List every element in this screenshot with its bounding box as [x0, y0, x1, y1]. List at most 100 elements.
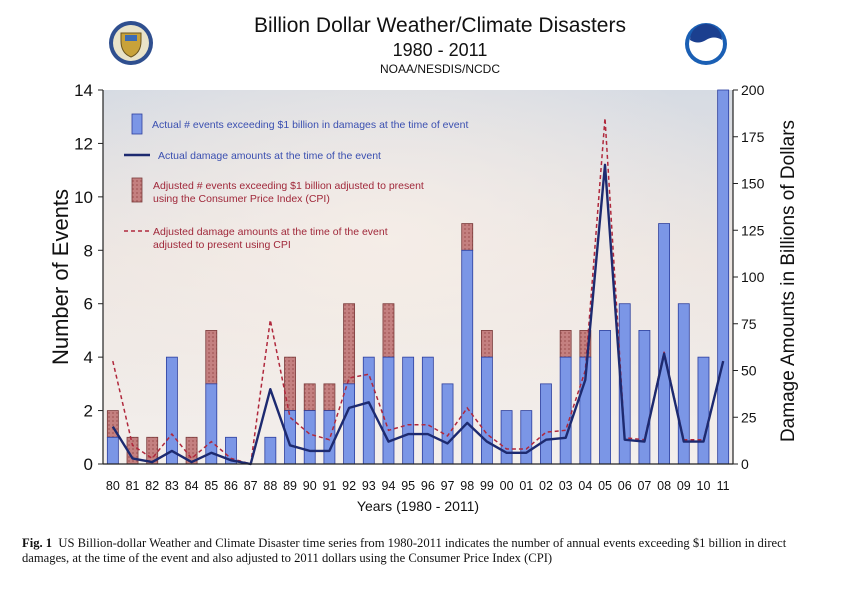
x-tick-label-87: 87 [244, 479, 258, 493]
actual-bar-96 [421, 356, 434, 465]
x-tick-label-88: 88 [263, 479, 277, 493]
actual-bar-03 [559, 356, 572, 465]
svg-text:NOAA: NOAA [698, 43, 714, 49]
legend-label-adjusted-damage-1: Adjusted damage amounts at the time of t… [153, 226, 388, 238]
actual-bar-05 [599, 330, 611, 465]
x-tick-label-07: 07 [637, 479, 651, 493]
legend-swatch-adjusted-events [131, 177, 143, 203]
x-tick-label-80: 80 [106, 479, 120, 493]
actual-bar-10 [697, 356, 710, 465]
x-tick-label-86: 86 [224, 479, 238, 493]
x-tick-label-93: 93 [362, 479, 376, 493]
actual-bar-08 [658, 223, 671, 465]
actual-bar-00 [500, 410, 513, 465]
actual-bar-88 [264, 436, 277, 465]
x-tick-label-85: 85 [204, 479, 218, 493]
actual-bar-11 [717, 89, 730, 465]
actual-bar-92 [343, 383, 356, 465]
x-tick-label-01: 01 [519, 479, 533, 493]
y-tick-label-2: 2 [84, 402, 93, 421]
y-tick-label-10: 10 [74, 188, 93, 207]
actual-bar-98 [461, 249, 474, 465]
x-tick-label-05: 05 [598, 479, 612, 493]
y2-tick-label-50: 50 [741, 363, 757, 379]
legend-label-adjusted-events-2: using the Consumer Price Index (CPI) [153, 193, 330, 205]
x-tick-label-06: 06 [618, 479, 632, 493]
x-tick-label-94: 94 [382, 479, 396, 493]
x-tick-label-02: 02 [539, 479, 553, 493]
y2-tick-label-75: 75 [741, 316, 757, 332]
adjusted-bar-89 [284, 356, 296, 411]
x-tick-label-08: 08 [657, 479, 671, 493]
y-tick-label-6: 6 [84, 295, 93, 314]
y-tick-label-8: 8 [84, 241, 93, 260]
x-tick-label-84: 84 [185, 479, 199, 493]
y-axis-ticks: 0 2 4 6 8 10 12 14 [74, 81, 103, 474]
x-tick-label-96: 96 [421, 479, 435, 493]
y-tick-label-12: 12 [74, 134, 93, 153]
y2-tick-label-100: 100 [741, 269, 765, 285]
y2-tick-label-0: 0 [741, 456, 749, 472]
y2-axis-ticks: 0 25 50 75 100 125 150 175 200 [733, 82, 765, 472]
adjusted-bar-99 [480, 330, 493, 358]
x-tick-label-81: 81 [126, 479, 140, 493]
legend: Actual # events exceeding $1 billion in … [124, 113, 468, 251]
legend-label-actual-events: Actual # events exceeding $1 billion in … [152, 119, 468, 131]
x-tick-label-91: 91 [322, 479, 336, 493]
x-tick-label-04: 04 [578, 479, 592, 493]
actual-bar-02 [540, 383, 552, 465]
y-axis-label: Number of Events [48, 189, 73, 365]
legend-label-adjusted-events-1: Adjusted # events exceeding $1 billion a… [153, 180, 424, 192]
actual-bar-99 [480, 356, 493, 465]
x-tick-label-99: 99 [480, 479, 494, 493]
chart-subtitle-years: 1980 - 2011 [392, 40, 488, 60]
y2-tick-label-175: 175 [741, 129, 765, 145]
x-tick-label-10: 10 [697, 479, 711, 493]
legend-label-adjusted-damage-2: adjusted to present using CPI [153, 239, 291, 251]
adjusted-bar-92 [343, 303, 356, 385]
caption-text: US Billion-dollar Weather and Climate Di… [22, 536, 787, 565]
adjusted-bar-91 [323, 383, 336, 411]
adjusted-bar-03 [559, 330, 572, 358]
x-axis-label: Years (1980 - 2011) [357, 498, 479, 514]
legend-swatch-actual-events [131, 113, 143, 135]
adjusted-bar-90 [303, 383, 316, 411]
y-tick-label-14: 14 [74, 81, 93, 100]
x-tick-label-83: 83 [165, 479, 179, 493]
adjusted-damage-line [112, 118, 724, 465]
x-tick-label-98: 98 [460, 479, 474, 493]
x-tick-label-95: 95 [401, 479, 415, 493]
line-layer [111, 118, 725, 466]
actual-bar-01 [520, 410, 533, 465]
bar-layer [106, 89, 730, 465]
x-tick-label-82: 82 [145, 479, 159, 493]
actual-damage-line [111, 163, 725, 466]
x-tick-label-89: 89 [283, 479, 297, 493]
x-axis-ticks: 80 81 82 83 84 85 86 87 88 89 90 91 92 93 94 95 96 97 98 99… [106, 479, 730, 493]
y2-tick-label-125: 125 [741, 222, 765, 238]
actual-bar-91 [323, 410, 336, 465]
actual-bar-07 [638, 330, 651, 465]
noaa-logo-icon: NOAA [685, 23, 727, 65]
actual-bar-83 [165, 356, 178, 465]
y2-tick-label-200: 200 [741, 82, 765, 98]
x-tick-label-03: 03 [559, 479, 573, 493]
adjusted-bar-94 [382, 303, 395, 358]
x-tick-label-09: 09 [677, 479, 691, 493]
y2-tick-label-150: 150 [741, 176, 765, 192]
actual-bar-94 [382, 356, 395, 465]
adjusted-bar-85 [205, 330, 218, 385]
actual-bar-95 [402, 356, 415, 465]
chart-source: NOAA/NESDIS/NCDC [379, 62, 501, 76]
x-tick-label-00: 00 [500, 479, 514, 493]
actual-bar-80 [106, 436, 119, 465]
x-tick-label-90: 90 [303, 479, 317, 493]
x-tick-label-11: 11 [717, 479, 730, 493]
caption-label: Fig. 1 [22, 536, 53, 550]
actual-bar-97 [441, 383, 454, 465]
legend-label-actual-damage: Actual damage amounts at the time of the… [158, 150, 381, 162]
y-tick-label-0: 0 [84, 455, 93, 474]
adjusted-bar-98 [461, 223, 474, 251]
